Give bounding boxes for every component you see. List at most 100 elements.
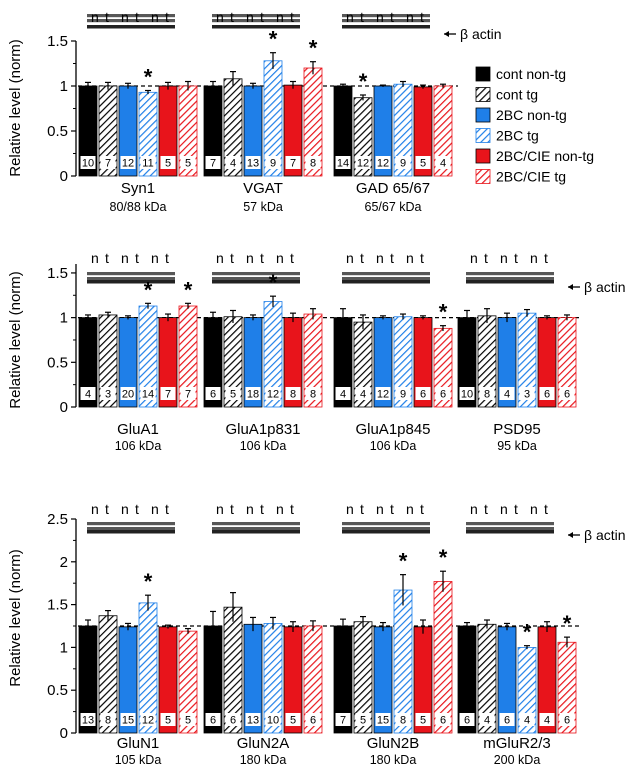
- lane-label: t: [230, 9, 234, 25]
- y-axis-label: Relative level (norm): [7, 549, 24, 687]
- n-count: 14: [142, 389, 154, 401]
- lane-label: t: [484, 250, 488, 266]
- lane-label: n: [216, 501, 224, 517]
- y-axis-label: Relative level (norm): [7, 271, 24, 409]
- lane-label: t: [165, 250, 169, 266]
- beta-actin-band: [342, 280, 430, 284]
- n-count-box: [285, 387, 301, 400]
- n-count: 13: [82, 715, 94, 727]
- n-count-box: [180, 387, 196, 400]
- lane-label: t: [230, 250, 234, 266]
- blot-band: [342, 522, 430, 526]
- lane-label: t: [135, 501, 139, 517]
- group-label: GluA1: [117, 421, 159, 438]
- lane-label: t: [290, 9, 294, 25]
- n-count-box: [335, 387, 351, 400]
- lane-label: t: [360, 250, 364, 266]
- n-count: 13: [247, 158, 259, 170]
- n-count-box: [140, 387, 156, 400]
- blot-band: [212, 527, 300, 531]
- lane-label: n: [276, 501, 284, 517]
- n-count-box: [519, 713, 535, 726]
- n-count-box: [160, 387, 176, 400]
- blot-band: [212, 522, 300, 526]
- n-count: 12: [377, 389, 389, 401]
- lane-label: n: [151, 9, 159, 25]
- n-count: 13: [247, 715, 259, 727]
- blot-band: [212, 14, 300, 18]
- significance-star: *: [399, 549, 408, 574]
- lane-label: t: [165, 9, 169, 25]
- n-count-box: [435, 387, 451, 400]
- legend-item: 2BC tg: [475, 128, 539, 144]
- y-tick-label: 0.5: [47, 123, 68, 140]
- n-count: 7: [340, 715, 346, 727]
- lane-label: n: [500, 250, 508, 266]
- n-count-box: [100, 713, 116, 726]
- n-count-box: [265, 156, 281, 169]
- n-count-box: [415, 156, 431, 169]
- n-count: 5: [360, 715, 366, 727]
- beta-actin-label: β actin: [584, 527, 626, 543]
- n-count-box: [435, 713, 451, 726]
- n-count: 6: [310, 715, 316, 727]
- n-count: 10: [461, 389, 473, 401]
- blot-band: [87, 527, 175, 531]
- n-count-box: [375, 387, 391, 400]
- y-tick-label: 0: [60, 168, 68, 185]
- lane-label: n: [470, 250, 478, 266]
- lane-label: n: [151, 250, 159, 266]
- y-tick-label: 2.5: [47, 511, 68, 528]
- lane-label: n: [121, 250, 129, 266]
- y-tick-label: 0: [60, 399, 68, 416]
- n-count-box: [205, 156, 221, 169]
- blot-band: [342, 277, 430, 281]
- significance-star: *: [439, 545, 448, 570]
- blot-band: [87, 277, 175, 281]
- lane-label: t: [484, 501, 488, 517]
- lane-label: n: [276, 9, 284, 25]
- legend-item: cont tg: [475, 87, 538, 103]
- n-count: 6: [210, 389, 216, 401]
- n-count: 4: [440, 158, 446, 170]
- n-count-box: [160, 156, 176, 169]
- n-count-box: [205, 713, 221, 726]
- significance-star: *: [359, 69, 368, 94]
- beta-actin-label: β actin: [460, 26, 502, 42]
- n-count: 4: [360, 389, 366, 401]
- lane-label: t: [230, 501, 234, 517]
- beta-actin-band: [342, 25, 430, 29]
- lane-label: t: [105, 250, 109, 266]
- n-count-box: [245, 156, 261, 169]
- lane-label: n: [151, 501, 159, 517]
- n-count-box: [395, 713, 411, 726]
- n-count: 6: [230, 715, 236, 727]
- lane-label: n: [376, 501, 384, 517]
- n-count: 10: [267, 715, 279, 727]
- lane-label: n: [470, 501, 478, 517]
- lane-label: t: [390, 501, 394, 517]
- group-label: GluN1: [117, 735, 160, 752]
- y-tick-label: 1.5: [47, 265, 68, 282]
- lane-label: n: [121, 501, 129, 517]
- n-count: 6: [420, 389, 426, 401]
- y-tick-label: 0: [60, 725, 68, 742]
- group-kda-label: 180 kDa: [370, 753, 417, 767]
- n-count: 18: [247, 389, 259, 401]
- lane-label: t: [290, 250, 294, 266]
- lane-label: n: [500, 501, 508, 517]
- n-count: 7: [290, 158, 296, 170]
- group-kda-label: 65/67 kDa: [365, 200, 422, 214]
- n-count: 6: [564, 389, 570, 401]
- n-count: 12: [142, 715, 154, 727]
- lane-label: n: [216, 9, 224, 25]
- lane-label: n: [91, 250, 99, 266]
- lane-label: n: [346, 9, 354, 25]
- lane-label: n: [530, 250, 538, 266]
- n-count: 14: [337, 158, 349, 170]
- significance-star: *: [144, 65, 153, 90]
- y-tick-label: 1.5: [47, 597, 68, 614]
